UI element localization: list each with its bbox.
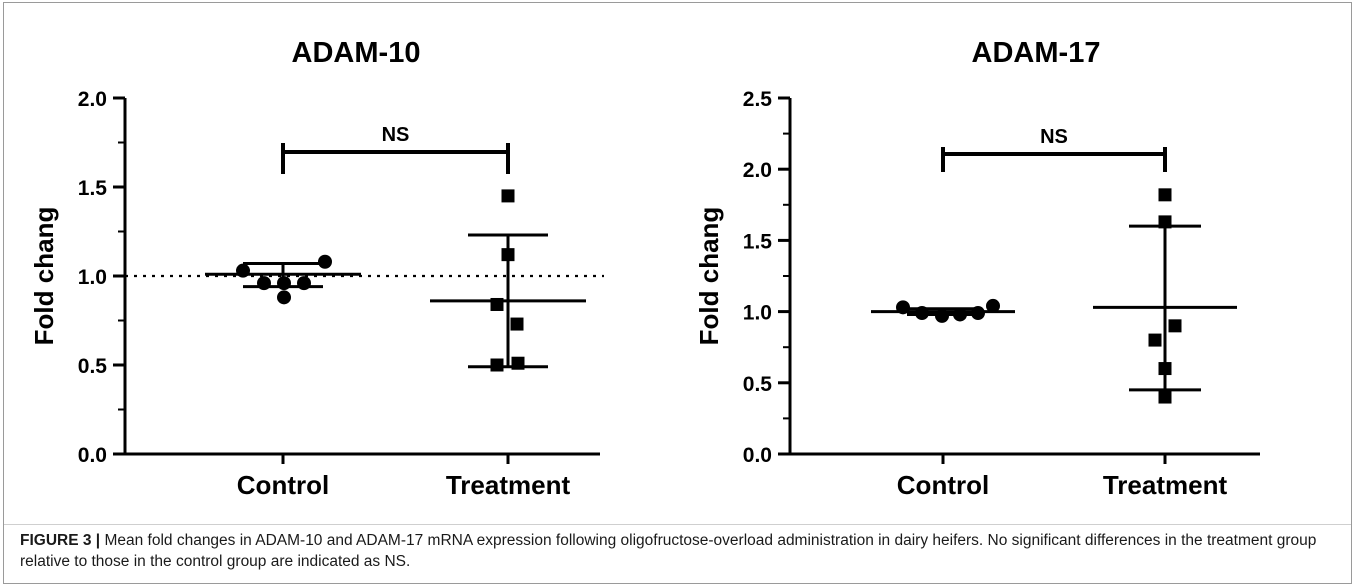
y-tick-label: 0.5 <box>743 373 773 396</box>
y-tick-label: 0.0 <box>78 444 107 467</box>
data-point-circle <box>935 308 949 323</box>
data-point-circle <box>318 254 332 269</box>
x-category-label: Treatment <box>1103 470 1228 500</box>
data-point-square <box>1168 319 1182 333</box>
y-tick-label: 1.5 <box>78 177 108 200</box>
caption-text: Mean fold changes in ADAM-10 and ADAM-17… <box>20 532 1317 570</box>
caption-divider <box>4 524 1351 525</box>
chart-panel-2: ADAM-17 0.0 0.5 1.0 1.5 2.0 2.5 Control Treatmen… <box>694 37 1260 500</box>
data-point-square <box>490 358 504 372</box>
y-axis-label: Fold chang <box>29 207 59 346</box>
data-point-square <box>1158 390 1172 404</box>
data-point-square <box>1158 362 1172 376</box>
figure-caption: FIGURE 3 | Mean fold changes in ADAM-10 … <box>20 530 1340 572</box>
data-point-square <box>1158 188 1172 202</box>
chart-title: ADAM-17 <box>972 37 1101 69</box>
significance-label: NS <box>382 124 410 146</box>
data-point-square <box>1148 333 1162 347</box>
x-category-label: Control <box>237 470 329 500</box>
data-point-circle <box>277 290 291 305</box>
data-point-circle <box>915 306 929 321</box>
y-tick-label: 1.5 <box>743 230 773 253</box>
data-point-circle <box>971 306 985 321</box>
data-point-circle <box>297 276 311 291</box>
data-point-circle <box>277 276 291 291</box>
y-tick-label: 2.0 <box>78 88 107 111</box>
significance-label: NS <box>1040 126 1068 148</box>
y-tick-label: 1.0 <box>78 266 107 289</box>
figure-charts: ADAM-10 0.0 0.5 1.0 1.5 2.0 Control Treatment Fo… <box>29 37 1260 500</box>
data-point-square <box>501 189 515 203</box>
x-category-label: Control <box>897 470 989 500</box>
y-tick-label: 2.0 <box>743 159 772 182</box>
chart-panel-1: ADAM-10 0.0 0.5 1.0 1.5 2.0 Control Treatment Fo… <box>29 37 604 500</box>
y-tick-label: 2.5 <box>743 88 773 111</box>
data-point-square <box>511 356 525 370</box>
data-point-square <box>1158 215 1172 229</box>
data-point-circle <box>986 298 1000 313</box>
data-point-circle <box>236 263 250 278</box>
data-point-square <box>510 317 524 331</box>
y-axis-label: Fold chang <box>694 207 724 346</box>
caption-label: FIGURE 3 | <box>20 532 101 549</box>
y-tick-label: 0.0 <box>743 444 772 467</box>
y-tick-label: 1.0 <box>743 302 772 325</box>
data-point-circle <box>896 300 910 315</box>
data-point-square <box>490 297 504 311</box>
x-category-label: Treatment <box>446 470 571 500</box>
data-point-circle <box>953 307 967 322</box>
y-tick-label: 0.5 <box>78 355 108 378</box>
data-point-square <box>501 248 515 262</box>
data-point-circle <box>257 276 271 291</box>
chart-title: ADAM-10 <box>292 37 421 69</box>
figure-frame <box>3 2 1352 584</box>
